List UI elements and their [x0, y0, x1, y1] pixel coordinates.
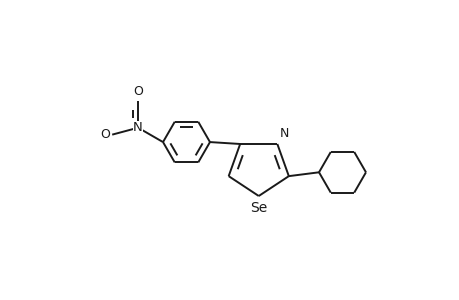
- Text: O: O: [100, 128, 110, 141]
- Text: N: N: [133, 121, 143, 134]
- Text: N: N: [279, 127, 288, 140]
- Text: O: O: [133, 85, 143, 98]
- Text: Se: Se: [250, 201, 267, 215]
